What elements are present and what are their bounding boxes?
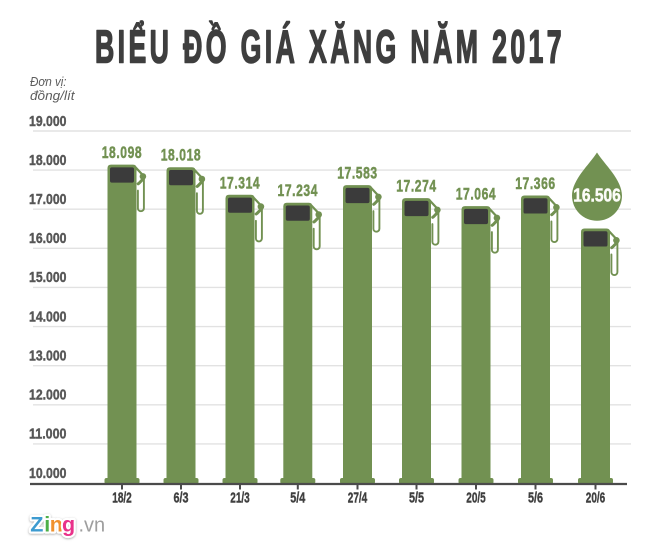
- svg-text:BIỂU ĐỒ GIÁ XĂNG NĂM 2017: BIỂU ĐỒ GIÁ XĂNG NĂM 2017: [95, 21, 565, 73]
- svg-text:5/5: 5/5: [409, 489, 424, 506]
- svg-text:6/3: 6/3: [174, 489, 189, 506]
- svg-text:17.234: 17.234: [278, 182, 319, 200]
- svg-text:17.366: 17.366: [515, 175, 556, 193]
- svg-text:Z: Z: [30, 513, 43, 537]
- svg-text:10.000: 10.000: [29, 466, 67, 482]
- svg-text:19.000: 19.000: [29, 114, 67, 130]
- svg-text:12.000: 12.000: [29, 388, 67, 404]
- svg-text:18.098: 18.098: [102, 144, 143, 162]
- svg-text:20/6: 20/6: [586, 489, 606, 506]
- svg-text:21/3: 21/3: [230, 489, 250, 506]
- svg-text:15.000: 15.000: [29, 270, 67, 286]
- svg-text:16.000: 16.000: [29, 231, 67, 247]
- svg-text:17.274: 17.274: [396, 178, 437, 196]
- svg-text:.vn: .vn: [79, 515, 106, 537]
- svg-text:18.000: 18.000: [29, 153, 67, 169]
- svg-text:14.000: 14.000: [29, 309, 67, 325]
- svg-text:18.018: 18.018: [161, 147, 202, 165]
- svg-text:g: g: [62, 513, 75, 537]
- svg-text:17.314: 17.314: [220, 174, 261, 192]
- svg-text:17.583: 17.583: [337, 165, 378, 183]
- svg-text:16.506: 16.506: [573, 186, 621, 206]
- svg-text:27/4: 27/4: [348, 489, 368, 506]
- svg-text:17.000: 17.000: [29, 192, 67, 208]
- svg-text:đồng/lít: đồng/lít: [30, 88, 76, 103]
- svg-text:i: i: [44, 513, 50, 537]
- svg-text:5/4: 5/4: [290, 489, 305, 506]
- svg-text:5/6: 5/6: [528, 489, 543, 506]
- svg-text:17.064: 17.064: [456, 186, 497, 204]
- svg-text:n: n: [50, 513, 63, 537]
- svg-text:18/2: 18/2: [112, 489, 132, 506]
- svg-text:13.000: 13.000: [29, 349, 67, 365]
- svg-text:Đơn vị:: Đơn vị:: [30, 74, 67, 89]
- svg-text:20/5: 20/5: [466, 489, 486, 506]
- svg-text:11.000: 11.000: [29, 427, 67, 443]
